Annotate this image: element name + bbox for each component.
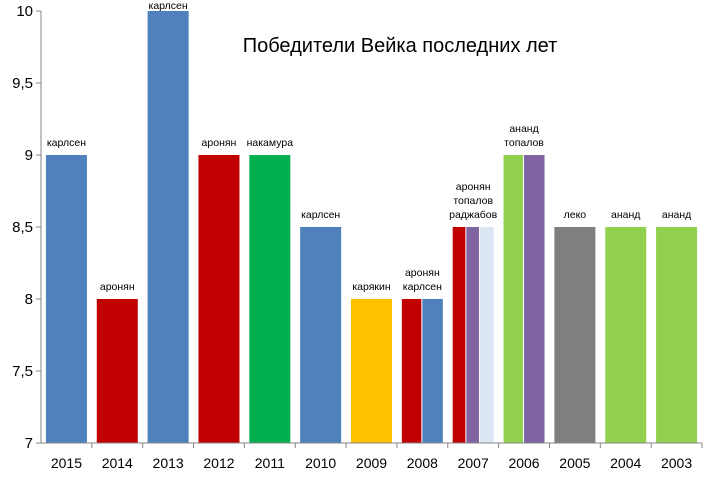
x-tick-label: 2009	[356, 455, 387, 471]
y-ticks: 7 7,5 8 8,5 9 9,5 10	[12, 3, 41, 452]
chart-title: Победители Вейка последних лет	[243, 35, 558, 57]
bar-2010	[300, 227, 342, 443]
bars	[45, 11, 698, 443]
x-tick-label: 2011	[255, 455, 285, 471]
bar-2004	[605, 227, 647, 443]
y-tick-label: 7	[25, 435, 33, 452]
x-tick-label: 2007	[458, 455, 489, 471]
bar-2006-2	[524, 155, 545, 443]
bar-2007-2	[466, 227, 480, 443]
x-tick-label: 2008	[407, 455, 438, 471]
bar-2008-2	[422, 299, 443, 443]
y-tick-label: 8	[25, 291, 33, 308]
bar-2013	[147, 11, 189, 443]
x-tick-label: 2003	[661, 455, 692, 471]
bar-label: ананд	[509, 123, 538, 135]
bar-label: аронян	[100, 281, 135, 293]
bar-2011	[249, 155, 291, 443]
y-tick-label: 9,5	[12, 75, 33, 92]
bar-label: накамура	[247, 137, 294, 149]
bar-2007-3	[480, 227, 494, 443]
bar-label: раджабов	[449, 209, 498, 221]
x-tick-label: 2014	[102, 455, 133, 471]
bar-2006-1	[503, 155, 524, 443]
bar-label: топалов	[504, 137, 544, 149]
bar-2009	[351, 299, 392, 443]
bar-label: аронян	[456, 181, 491, 193]
x-tick-label: 2015	[51, 455, 82, 471]
bar-2005	[554, 227, 596, 443]
bar-label: аронян	[202, 137, 237, 149]
bar-label: карлсен	[403, 281, 442, 293]
bar-label: леко	[564, 209, 587, 221]
bar-2014	[96, 299, 138, 443]
bar-label: ананд	[662, 209, 691, 221]
x-tick-labels: 2015 2014 2013 2012 2011 2010 2009 2008 2007 2006…	[51, 443, 703, 471]
x-tick-label: 2004	[610, 455, 641, 471]
bar-label: аронян	[405, 267, 440, 279]
bar-label: карлсен	[149, 0, 188, 12]
bar-label: карлсен	[301, 209, 340, 221]
y-tick-label: 7,5	[12, 363, 33, 380]
bar-2003	[656, 227, 698, 443]
bar-2015	[45, 155, 87, 443]
y-tick-label: 9	[25, 147, 33, 164]
x-tick-label: 2005	[559, 455, 590, 471]
bar-labels: карлсен аронян карлсен аронян накамура карлсе…	[47, 0, 691, 293]
bar-label: карлсен	[47, 137, 86, 149]
y-tick-label: 8,5	[12, 219, 33, 236]
y-tick-label: 10	[16, 3, 33, 20]
x-tick-label: 2010	[305, 455, 336, 471]
bar-label: топалов	[453, 195, 493, 207]
bar-2008-1	[401, 299, 422, 443]
x-tick-label: 2006	[508, 455, 539, 471]
bar-label: карякин	[352, 281, 391, 293]
bar-2007-1	[452, 227, 466, 443]
bar-label: ананд	[611, 209, 640, 221]
x-tick-label: 2012	[203, 455, 234, 471]
bar-2012	[198, 155, 240, 443]
x-tick-label: 2013	[153, 455, 184, 471]
